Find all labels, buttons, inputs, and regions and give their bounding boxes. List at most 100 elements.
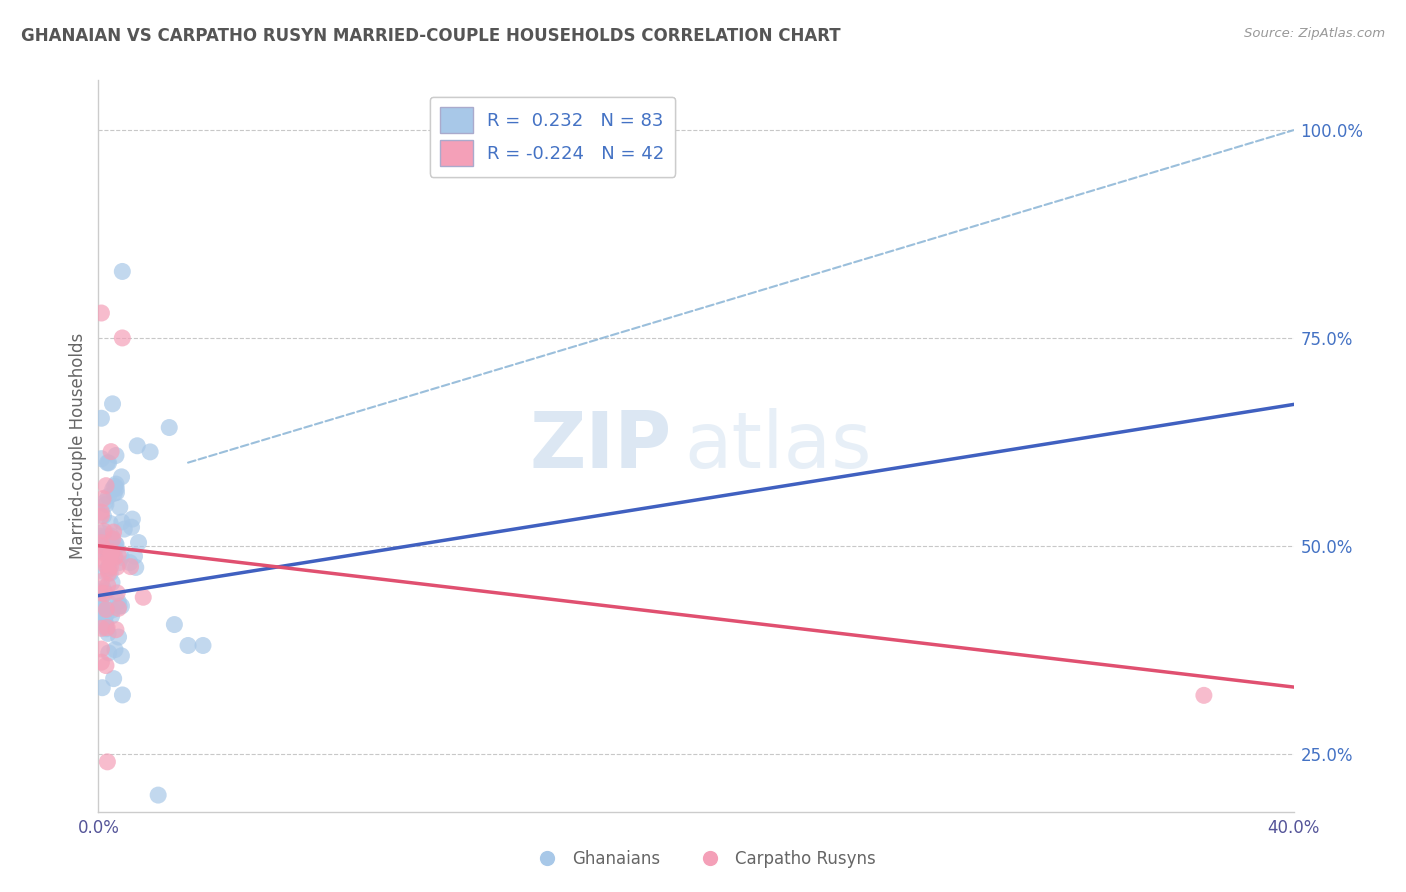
Point bbox=[96, 622, 118, 636]
Point bbox=[110, 599, 132, 613]
Point bbox=[97, 563, 120, 577]
Point bbox=[98, 566, 121, 581]
Point bbox=[90, 539, 112, 553]
Point bbox=[97, 456, 120, 470]
Point bbox=[90, 545, 112, 559]
Point bbox=[90, 526, 112, 541]
Point bbox=[91, 681, 114, 695]
Point bbox=[94, 478, 117, 492]
Point bbox=[94, 658, 117, 673]
Point bbox=[90, 451, 112, 466]
Point bbox=[98, 516, 121, 531]
Point bbox=[103, 486, 125, 500]
Point bbox=[94, 617, 117, 632]
Legend: R =  0.232   N = 83, R = -0.224   N = 42: R = 0.232 N = 83, R = -0.224 N = 42 bbox=[430, 96, 675, 177]
Point bbox=[94, 558, 117, 572]
Point bbox=[90, 655, 112, 669]
Point bbox=[112, 522, 135, 536]
Y-axis label: Married-couple Households: Married-couple Households bbox=[69, 333, 87, 559]
Point bbox=[91, 584, 114, 599]
Point bbox=[1192, 689, 1215, 703]
Point bbox=[100, 529, 122, 543]
Point bbox=[93, 565, 115, 579]
Point bbox=[121, 520, 143, 534]
Point bbox=[100, 444, 122, 458]
Point bbox=[90, 306, 112, 320]
Point bbox=[132, 591, 155, 605]
Point bbox=[101, 543, 124, 558]
Point bbox=[124, 549, 146, 564]
Point bbox=[191, 639, 214, 653]
Point bbox=[96, 540, 118, 554]
Point bbox=[111, 331, 134, 345]
Point bbox=[163, 617, 186, 632]
Point bbox=[107, 601, 129, 615]
Text: GHANAIAN VS CARPATHO RUSYN MARRIED-COUPLE HOUSEHOLDS CORRELATION CHART: GHANAIAN VS CARPATHO RUSYN MARRIED-COUPL… bbox=[21, 27, 841, 45]
Point bbox=[96, 602, 118, 616]
Point bbox=[111, 515, 134, 529]
Point bbox=[157, 420, 180, 434]
Point bbox=[91, 491, 114, 506]
Point bbox=[120, 559, 142, 574]
Point bbox=[127, 439, 149, 453]
Text: Source: ZipAtlas.com: Source: ZipAtlas.com bbox=[1244, 27, 1385, 40]
Point bbox=[101, 397, 124, 411]
Point bbox=[111, 264, 134, 278]
Text: ZIP: ZIP bbox=[530, 408, 672, 484]
Point bbox=[104, 541, 127, 556]
Point bbox=[100, 608, 122, 623]
Point bbox=[93, 508, 115, 523]
Point bbox=[104, 550, 127, 565]
Point bbox=[101, 575, 124, 590]
Point bbox=[96, 621, 118, 635]
Point bbox=[97, 596, 120, 610]
Point bbox=[90, 621, 112, 635]
Point bbox=[90, 605, 112, 619]
Point bbox=[101, 603, 124, 617]
Point bbox=[90, 591, 112, 606]
Point bbox=[94, 498, 117, 512]
Point bbox=[100, 532, 122, 546]
Point bbox=[104, 449, 127, 463]
Point bbox=[108, 500, 131, 515]
Point bbox=[100, 559, 122, 574]
Point bbox=[97, 578, 120, 592]
Point bbox=[93, 606, 115, 620]
Point bbox=[96, 755, 118, 769]
Point bbox=[90, 508, 112, 523]
Point bbox=[101, 482, 124, 496]
Point bbox=[94, 586, 117, 600]
Point bbox=[105, 481, 128, 495]
Point bbox=[108, 556, 131, 570]
Point bbox=[90, 505, 112, 519]
Point bbox=[94, 495, 117, 509]
Point bbox=[90, 552, 112, 566]
Point bbox=[91, 602, 114, 616]
Point bbox=[90, 574, 112, 589]
Point bbox=[121, 512, 143, 526]
Point bbox=[103, 672, 125, 686]
Point bbox=[128, 535, 150, 549]
Point bbox=[103, 524, 125, 539]
Point bbox=[97, 551, 120, 566]
Point bbox=[90, 543, 112, 558]
Point bbox=[107, 594, 129, 608]
Point bbox=[94, 530, 117, 544]
Point bbox=[148, 788, 170, 802]
Point bbox=[90, 590, 112, 604]
Point bbox=[105, 537, 128, 551]
Point bbox=[97, 489, 120, 503]
Point bbox=[94, 607, 117, 622]
Point bbox=[101, 532, 124, 546]
Point bbox=[90, 533, 112, 548]
Point bbox=[93, 524, 115, 539]
Point bbox=[104, 537, 127, 551]
Point bbox=[105, 586, 128, 600]
Point bbox=[111, 688, 134, 702]
Point bbox=[97, 547, 120, 561]
Point bbox=[104, 642, 127, 657]
Point bbox=[110, 550, 132, 565]
Point bbox=[100, 545, 122, 559]
Point bbox=[108, 599, 131, 613]
Point bbox=[105, 560, 128, 574]
